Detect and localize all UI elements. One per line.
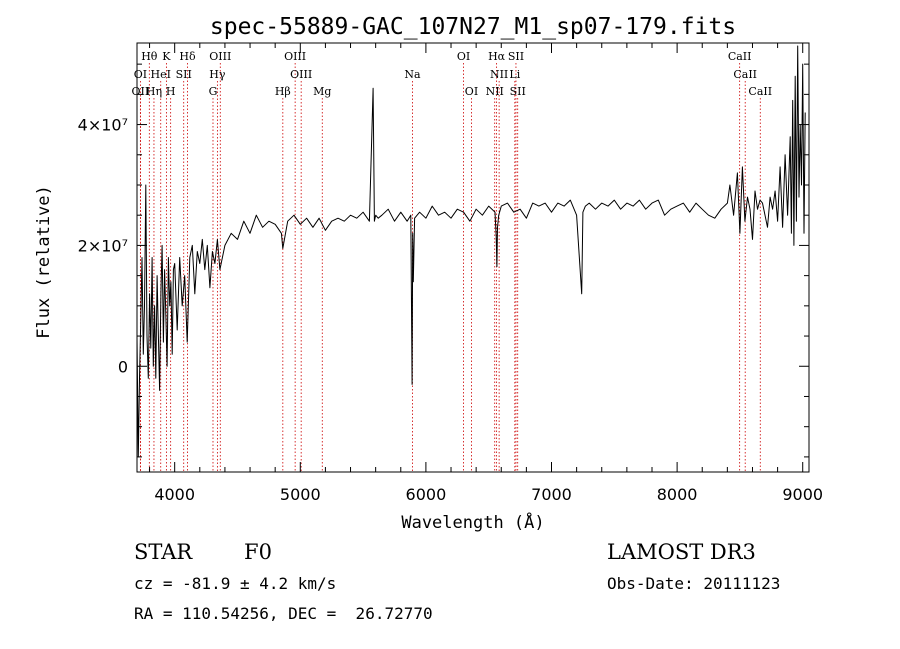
observation-date: Obs-Date: 20111123 [607, 574, 781, 593]
x-axis-label: Wavelength (Å) [401, 511, 544, 533]
coordinates-readout: RA = 110.54256, DEC = 26.72770 [134, 604, 433, 623]
line-label: H [166, 85, 176, 98]
line-label: Na [404, 68, 421, 81]
line-label: HeI [151, 68, 171, 81]
line-label: OI [134, 68, 147, 81]
x-tick-label: 5000 [280, 485, 321, 504]
line-label: Hθ [141, 50, 158, 63]
line-markers [139, 63, 761, 472]
chart-title: spec-55889-GAC_107N27_M1_sp07-179.fits [210, 14, 736, 40]
line-label: SII [176, 68, 192, 81]
redshift-readout: cz = -81.9 ± 4.2 km/s [134, 574, 337, 593]
line-label: SII [508, 50, 524, 63]
line-label: Hη [146, 85, 162, 98]
line-label: OIII [284, 50, 306, 63]
plot-frame [136, 42, 810, 473]
line-label: Hα [488, 50, 506, 63]
x-tick-label: 4000 [154, 485, 195, 504]
line-label: Li [509, 68, 520, 81]
line-label: Mg [313, 85, 331, 98]
spectrum-line [136, 45, 806, 458]
line-label: OIII [290, 68, 312, 81]
line-label: CaII [733, 68, 757, 81]
axis-ticks: 4000 5000 6000 7000 8000 9000 0 2×10⁷ 4×10⁷ [78, 43, 823, 504]
line-label: Hδ [179, 50, 196, 63]
x-tick-label: 6000 [406, 485, 447, 504]
survey-name: LAMOST DR3 [607, 540, 756, 564]
x-tick-label: 8000 [657, 485, 698, 504]
line-label: CaII [728, 50, 752, 63]
y-axis-label: Flux (relative) [34, 185, 54, 339]
y-tick-label: 2×10⁷ [78, 236, 128, 255]
line-label: OIII [209, 50, 231, 63]
x-tick-label: 7000 [531, 485, 572, 504]
line-label: CaII [748, 85, 772, 98]
line-label: G [209, 85, 218, 98]
object-class: STAR [134, 540, 193, 564]
line-label: OI [465, 85, 478, 98]
line-label: Hβ [275, 85, 291, 98]
line-label: SII [510, 85, 526, 98]
line-label: OI [457, 50, 470, 63]
line-label: Hγ [209, 68, 226, 81]
line-label: OII [132, 85, 150, 98]
line-label: NII [486, 85, 504, 98]
object-subclass: F0 [244, 540, 272, 564]
line-label: K [162, 50, 171, 63]
line-label: NII [490, 68, 508, 81]
y-tick-label: 4×10⁷ [78, 116, 128, 135]
x-tick-label: 9000 [782, 485, 823, 504]
y-tick-label: 0 [118, 357, 128, 376]
